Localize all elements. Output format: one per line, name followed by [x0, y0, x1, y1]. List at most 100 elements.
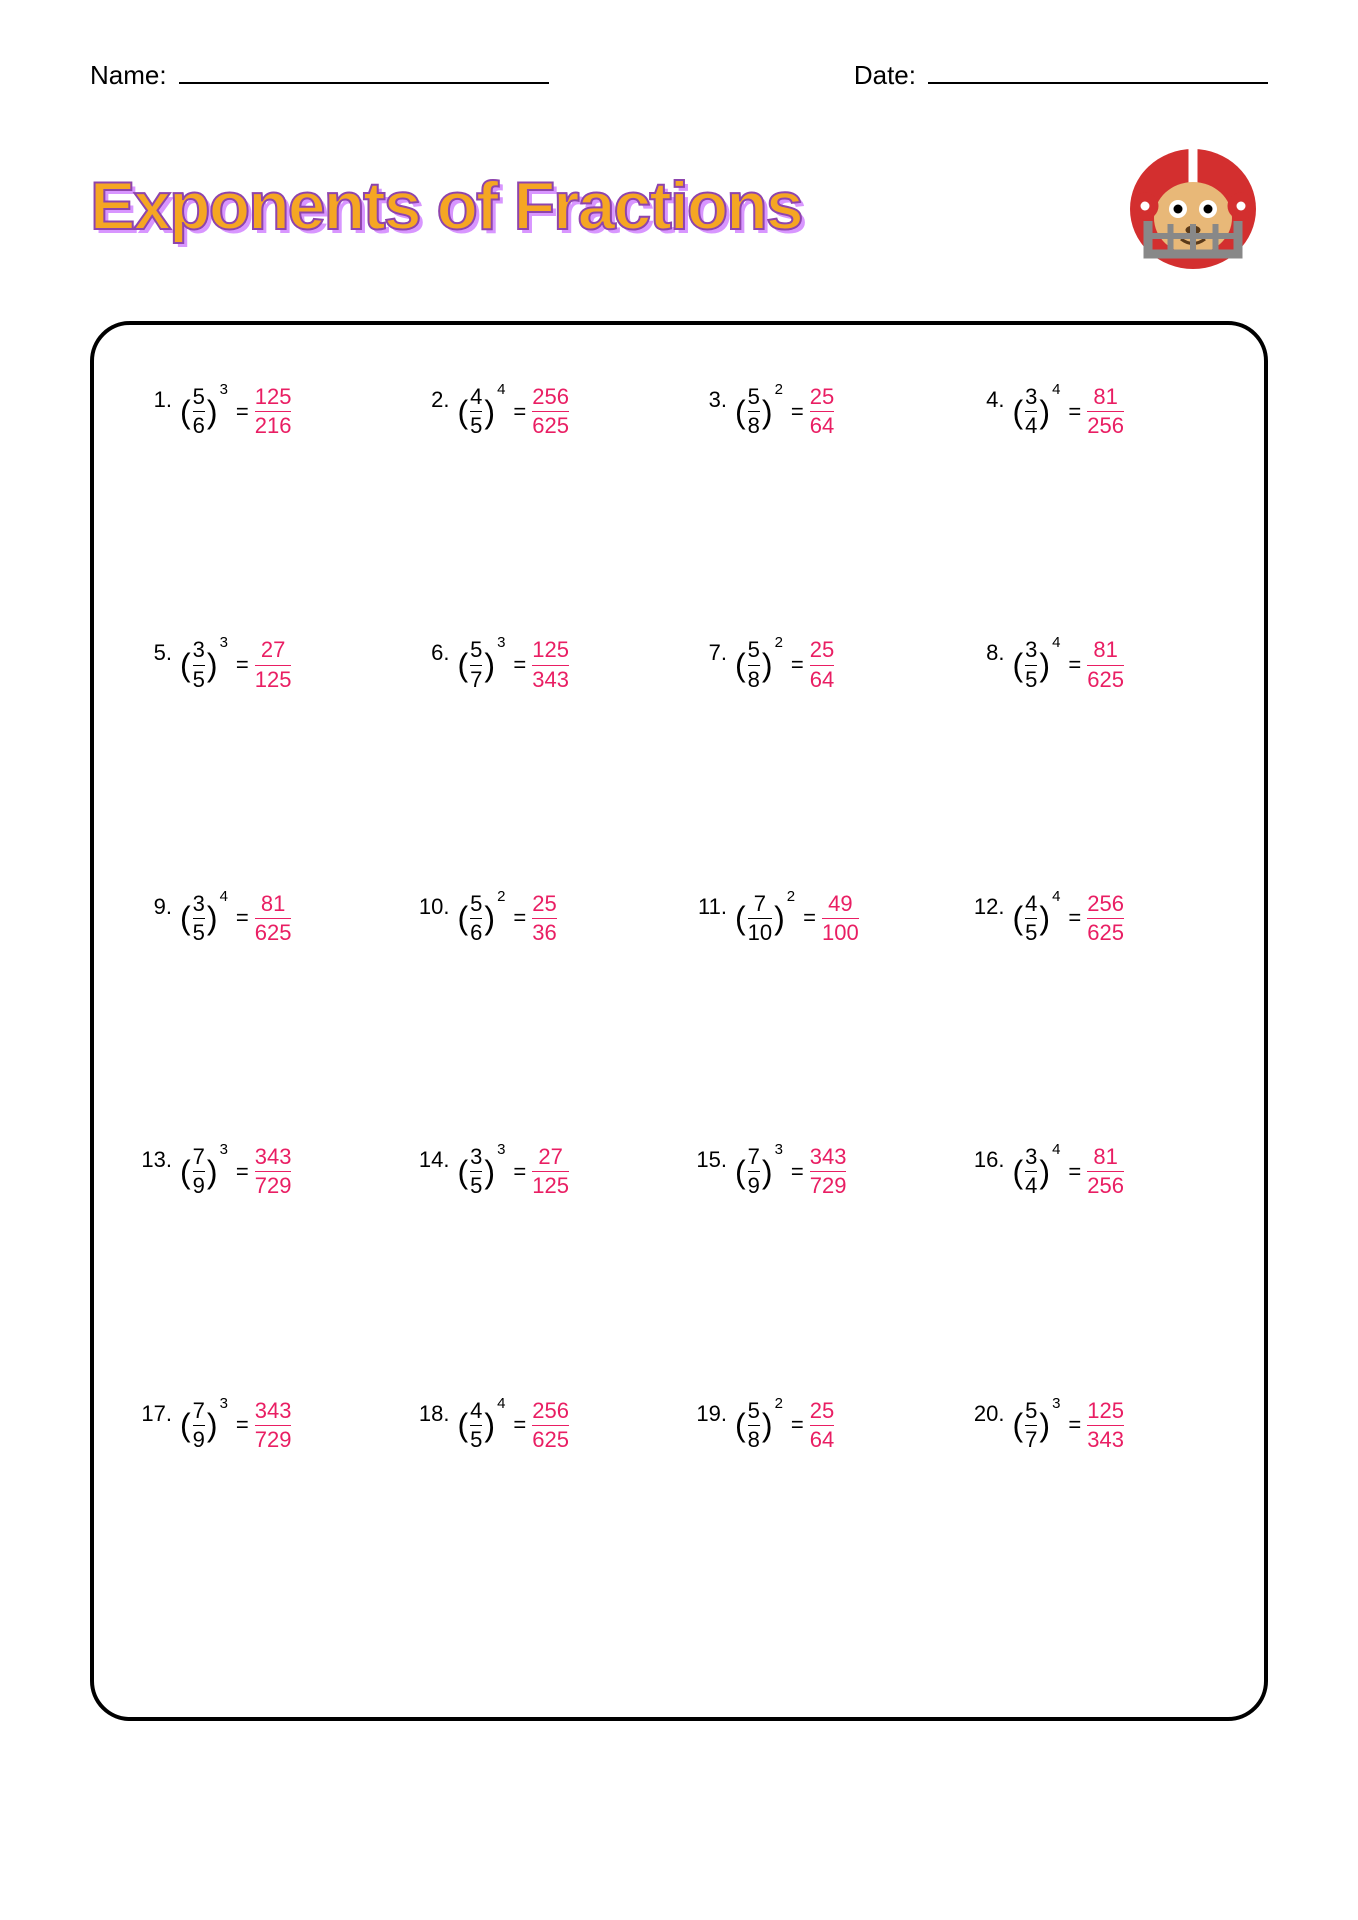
exponent: 4 [1052, 634, 1060, 651]
fraction-bar [255, 411, 292, 412]
close-paren: ) [1039, 649, 1050, 681]
fraction-bar [748, 918, 772, 919]
date-input-line[interactable] [928, 82, 1268, 84]
exponent: 4 [497, 1395, 505, 1412]
problem-item: 20. ( 5 7 ) 3 = 125 343 [967, 1399, 1225, 1452]
problem-expression: ( 7 9 ) 3 = 343 729 [180, 1145, 293, 1198]
close-paren: ) [1039, 902, 1050, 934]
close-paren: ) [762, 396, 773, 428]
open-paren: ( [1013, 1156, 1024, 1188]
exponent: 3 [220, 381, 228, 398]
base-denominator: 4 [1025, 1174, 1037, 1198]
base-numerator: 4 [1025, 892, 1037, 916]
open-paren: ( [735, 396, 746, 428]
worksheet-title: Exponents of Fractions [90, 167, 802, 245]
fraction-bar [532, 1171, 569, 1172]
answer-denominator: 625 [532, 414, 569, 438]
problem-item: 13. ( 7 9 ) 3 = 343 729 [134, 1145, 392, 1198]
problem-item: 15. ( 7 9 ) 3 = 343 729 [689, 1145, 947, 1198]
equals-sign: = [513, 905, 526, 931]
problem-item: 5. ( 3 5 ) 3 = 27 125 [134, 638, 392, 691]
answer-numerator: 343 [255, 1399, 292, 1423]
answer-fraction: 125 216 [255, 385, 292, 438]
fraction-bar [470, 918, 482, 919]
fraction-bar [470, 1171, 482, 1172]
problem-number: 20. [967, 1399, 1005, 1427]
answer-numerator: 125 [532, 638, 569, 662]
answer-fraction: 256 625 [1087, 892, 1124, 945]
base-fraction: 3 5 [470, 1145, 482, 1198]
problem-item: 8. ( 3 5 ) 4 = 81 625 [967, 638, 1225, 691]
base-numerator: 5 [748, 385, 760, 409]
close-paren: ) [207, 902, 218, 934]
problem-expression: ( 5 8 ) 2 = 25 64 [735, 638, 836, 691]
name-input-line[interactable] [179, 82, 549, 84]
close-paren: ) [484, 396, 495, 428]
open-paren: ( [458, 1409, 469, 1441]
base-denominator: 9 [748, 1174, 760, 1198]
exponent: 2 [775, 634, 783, 651]
answer-denominator: 216 [255, 414, 292, 438]
answer-denominator: 625 [1087, 668, 1124, 692]
equals-sign: = [236, 1159, 249, 1185]
date-label: Date: [854, 60, 916, 91]
exponent: 4 [1052, 1141, 1060, 1158]
problem-expression: ( 5 6 ) 2 = 25 36 [458, 892, 559, 945]
base-fraction: 5 8 [748, 638, 760, 691]
fraction-bar [810, 1425, 834, 1426]
title-row: Exponents of Fractions [90, 131, 1268, 281]
problem-expression: ( 3 5 ) 4 = 81 625 [1013, 638, 1126, 691]
exponent: 2 [787, 888, 795, 905]
equals-sign: = [236, 652, 249, 678]
fraction-bar [748, 1425, 760, 1426]
fraction-bar [1025, 918, 1037, 919]
base-denominator: 5 [1025, 668, 1037, 692]
answer-fraction: 25 64 [810, 638, 834, 691]
problem-number: 19. [689, 1399, 727, 1427]
open-paren: ( [458, 1156, 469, 1188]
fraction-bar [255, 1425, 292, 1426]
problem-expression: ( 4 5 ) 4 = 256 625 [458, 385, 571, 438]
problem-expression: ( 7 10 ) 2 = 49 100 [735, 892, 861, 945]
exponent: 4 [497, 381, 505, 398]
answer-numerator: 125 [1087, 1399, 1124, 1423]
base-fraction: 4 5 [470, 1399, 482, 1452]
base-numerator: 5 [193, 385, 205, 409]
mascot-icon [1118, 131, 1268, 281]
answer-numerator: 27 [261, 638, 285, 662]
fraction-bar [822, 918, 859, 919]
answer-numerator: 27 [538, 1145, 562, 1169]
close-paren: ) [762, 649, 773, 681]
answer-fraction: 125 343 [532, 638, 569, 691]
open-paren: ( [458, 649, 469, 681]
base-fraction: 3 4 [1025, 385, 1037, 438]
answer-numerator: 81 [261, 892, 285, 916]
fraction-bar [748, 411, 760, 412]
open-paren: ( [1013, 649, 1024, 681]
equals-sign: = [1068, 905, 1081, 931]
answer-denominator: 343 [1087, 1428, 1124, 1452]
base-denominator: 8 [748, 668, 760, 692]
close-paren: ) [1039, 1156, 1050, 1188]
fraction-bar [1025, 1171, 1037, 1172]
exponent: 3 [1052, 1395, 1060, 1412]
answer-fraction: 81 256 [1087, 385, 1124, 438]
answer-denominator: 256 [1087, 1174, 1124, 1198]
open-paren: ( [1013, 1409, 1024, 1441]
answer-denominator: 125 [255, 668, 292, 692]
base-denominator: 6 [193, 414, 205, 438]
open-paren: ( [735, 902, 746, 934]
base-numerator: 3 [470, 1145, 482, 1169]
base-fraction: 7 10 [748, 892, 772, 945]
equals-sign: = [1068, 652, 1081, 678]
base-denominator: 5 [193, 668, 205, 692]
problems-grid: 1. ( 5 6 ) 3 = 125 216 2. ( 4 5 [134, 385, 1224, 1452]
name-label: Name: [90, 60, 167, 91]
base-denominator: 7 [1025, 1428, 1037, 1452]
problem-expression: ( 7 9 ) 3 = 343 729 [180, 1399, 293, 1452]
answer-denominator: 125 [532, 1174, 569, 1198]
open-paren: ( [180, 1156, 191, 1188]
problem-number: 18. [412, 1399, 450, 1427]
base-denominator: 9 [193, 1174, 205, 1198]
fraction-bar [810, 411, 834, 412]
